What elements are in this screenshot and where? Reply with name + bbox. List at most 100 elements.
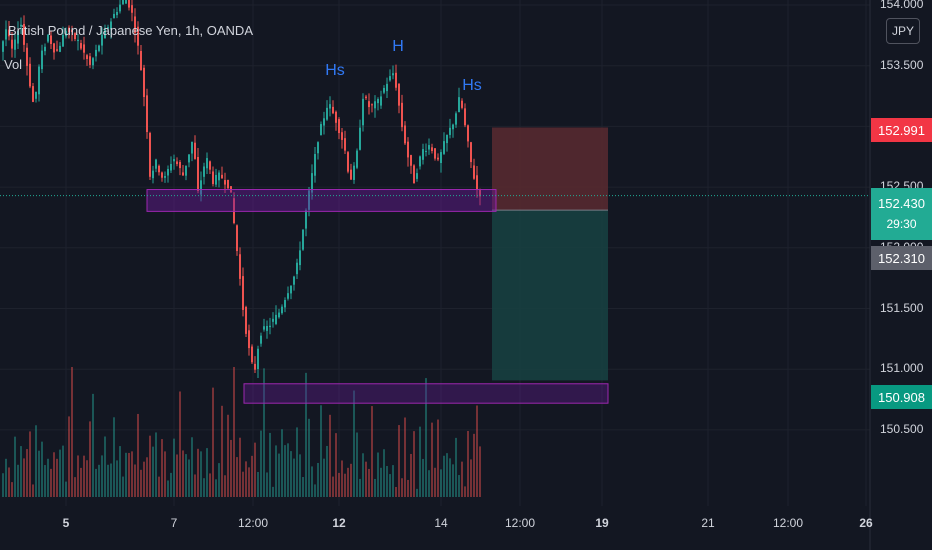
candle: [92, 57, 94, 70]
candle: [191, 141, 193, 162]
volume-bar: [422, 458, 424, 497]
volume-bar: [410, 453, 412, 497]
volume-bar: [107, 464, 109, 497]
volume-indicator-label[interactable]: Vol: [4, 57, 23, 72]
volume-bar: [80, 467, 82, 497]
stop-loss-zone[interactable]: [492, 127, 608, 211]
candle: [143, 64, 145, 107]
volume-bar: [311, 466, 313, 497]
volume-bar: [221, 405, 223, 497]
volume-bar: [23, 458, 25, 497]
volume-bar: [155, 432, 157, 497]
candle: [302, 229, 304, 251]
candle: [134, 8, 136, 43]
volume-bar: [254, 442, 256, 497]
time-tick: 7: [170, 516, 178, 530]
candle: [185, 165, 187, 181]
candle: [203, 162, 205, 185]
volume-bar: [71, 367, 73, 497]
candle: [341, 128, 343, 149]
volume-bar: [431, 422, 433, 497]
volume-bar: [320, 405, 322, 497]
volume-bar: [461, 461, 463, 497]
candle: [209, 160, 211, 175]
candle: [368, 93, 370, 115]
volume-bar: [14, 436, 16, 497]
volume-bar: [122, 476, 124, 497]
currency-badge[interactable]: JPY: [886, 18, 920, 44]
volume-bar: [236, 457, 238, 497]
candle: [110, 18, 112, 39]
candle: [416, 168, 418, 182]
volume-bar: [116, 460, 118, 497]
candle: [140, 45, 142, 71]
volume-bar: [335, 433, 337, 497]
volume-bar: [161, 439, 163, 497]
target-support-zone[interactable]: [243, 383, 609, 404]
candle: [161, 171, 163, 182]
volume-bar: [188, 459, 190, 497]
volume-bar: [131, 451, 133, 497]
candle: [188, 154, 190, 168]
volume-bar: [404, 417, 406, 497]
candle: [68, 25, 70, 39]
volume-bar: [296, 427, 298, 497]
volume-bar: [473, 433, 475, 497]
right-shoulder-label[interactable]: Hs: [462, 77, 482, 94]
candle: [116, 7, 118, 19]
volume-bar: [137, 413, 139, 497]
candle: [59, 42, 61, 53]
candle: [170, 156, 172, 173]
volume-bar: [98, 464, 100, 497]
volume-bar: [62, 445, 64, 497]
candle: [65, 27, 67, 39]
candle: [53, 42, 55, 60]
candle: [167, 165, 169, 183]
candle: [149, 131, 151, 180]
head-label[interactable]: H: [392, 38, 404, 55]
volume-bar: [413, 431, 415, 497]
candle: [62, 26, 64, 47]
candle: [320, 121, 322, 136]
neckline-support-zone[interactable]: [146, 189, 497, 212]
volume-bar: [185, 454, 187, 497]
volume-bar: [125, 452, 127, 497]
candle: [8, 20, 10, 41]
volume-bar: [260, 430, 262, 497]
volume-bar: [458, 475, 460, 497]
candle: [173, 154, 175, 170]
volume-bar: [8, 467, 10, 497]
candle: [17, 21, 19, 49]
candle: [44, 43, 46, 56]
take-profit-price-tag: 150.908: [871, 385, 932, 409]
candle: [266, 320, 268, 339]
volume-bar: [287, 443, 289, 497]
volume-bar: [56, 458, 58, 497]
candle: [311, 164, 313, 200]
candle: [455, 111, 457, 128]
candle: [260, 332, 262, 347]
candle: [158, 164, 160, 176]
stop-loss-price-tag: 152.991: [871, 118, 932, 142]
candle: [383, 85, 385, 95]
candle: [407, 137, 409, 167]
volume-bar: [143, 461, 145, 497]
candle: [386, 77, 388, 98]
volume-bar: [290, 451, 292, 497]
current-price-value: 152.430: [878, 196, 925, 211]
price-tick: 153.500: [880, 57, 924, 72]
volume-bar: [158, 476, 160, 497]
volume-bar: [194, 474, 196, 497]
support-zones[interactable]: [146, 189, 609, 404]
candle: [29, 57, 31, 89]
short-position-tool[interactable]: [492, 127, 608, 381]
candle: [395, 64, 397, 91]
symbol-title[interactable]: British Pound / Japanese Yen, 1h, OANDA: [8, 23, 253, 38]
volume-bar: [344, 473, 346, 497]
candle: [356, 148, 358, 170]
take-profit-zone[interactable]: [492, 210, 608, 381]
left-shoulder-label[interactable]: Hs: [325, 62, 345, 79]
volume-bar: [479, 446, 481, 497]
candle: [410, 154, 412, 174]
